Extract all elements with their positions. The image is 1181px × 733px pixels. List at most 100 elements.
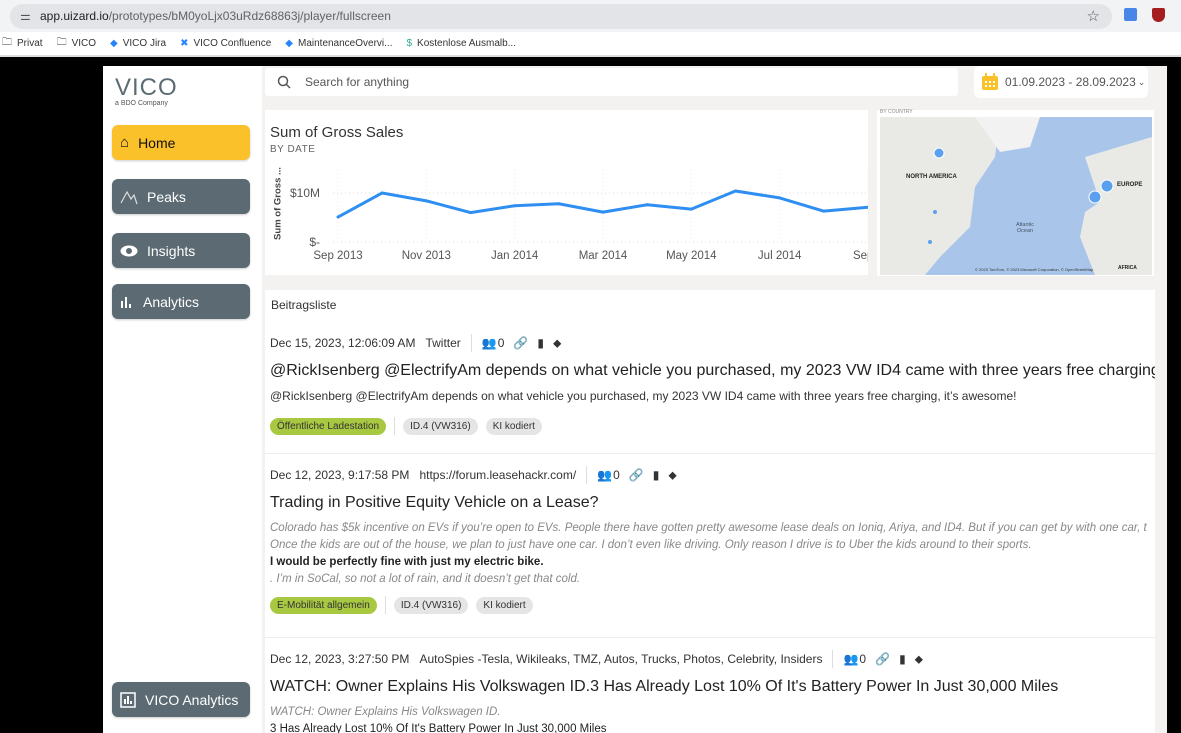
bookmark-label: VICO Jira — [122, 38, 167, 49]
sidebar-item-label: VICO Analytics — [145, 691, 239, 708]
chart-title: Sum of Gross Sales — [270, 124, 404, 141]
post-title[interactable]: @RickIsenberg @ElectrifyAm depends on wh… — [270, 362, 1155, 379]
topic-tag[interactable]: E-Mobilität allgemein — [270, 596, 377, 614]
x-tick-label: Jul 2014 — [758, 250, 802, 262]
bookmark-star-icon[interactable]: ☆ — [1086, 8, 1100, 25]
map-canvas[interactable]: NORTH AMERICA EUROPE Atlantic Ocean AFRI… — [880, 117, 1152, 275]
post-body-line: WATCH: Owner Explains His Volkswagen ID. — [270, 706, 501, 718]
tag-icon[interactable]: ⬥ — [914, 651, 924, 666]
map-land — [880, 117, 1152, 275]
data-point — [336, 215, 340, 219]
address-bar[interactable]: ⚌ app.uizard.io/prototypes/bM0yoLjx03uRd… — [10, 4, 1112, 29]
sidebar: VICO a BDO Company ⌂ Home Peaks Insights … — [103, 66, 262, 733]
post-body-line: I would be perfectly fine with just my e… — [270, 556, 544, 568]
users-icon: 👥 — [481, 336, 497, 350]
country-map: BY COUNTRY NORTH AMERICA EUROPE Atlantic… — [877, 109, 1154, 276]
sidebar-item-insights[interactable]: Insights — [112, 233, 250, 268]
sidebar-item-label: Peaks — [147, 188, 186, 205]
post-body: @RickIsenberg @ElectrifyAm depends on wh… — [270, 389, 1017, 403]
link-icon[interactable]: 🔗 — [628, 468, 644, 482]
data-point — [469, 211, 472, 215]
post-title[interactable]: Trading in Positive Equity Vehicle on a … — [270, 494, 599, 511]
post-title[interactable]: WATCH: Owner Explains His Volkswagen ID.… — [270, 678, 1059, 695]
map-title: BY COUNTRY — [880, 109, 913, 115]
bookmark-maintenance[interactable]: ◆ MaintenanceOvervi... — [285, 38, 392, 49]
post-date: Dec 15, 2023, 12:06:09 AM — [270, 336, 416, 350]
translate-extension-icon[interactable] — [1124, 8, 1137, 21]
calendar-icon — [982, 73, 998, 90]
list-item[interactable]: Dec 12, 2023, 3:27:50 PM AutoSpies -Tesla… — [270, 650, 1150, 733]
sidebar-item-peaks[interactable]: Peaks — [112, 179, 250, 214]
eye-icon — [120, 245, 138, 256]
url-host: app.uizard.io — [40, 9, 109, 23]
map-label: EUROPE — [1117, 182, 1143, 188]
label-tag[interactable]: ID.4 (VW316) — [403, 417, 478, 435]
post-date: Dec 12, 2023, 9:17:58 PM — [270, 468, 410, 482]
post-source: AutoSpies -Tesla, Wikileaks, TMZ, Autos,… — [419, 652, 823, 666]
post-body: WATCH: Owner Explains His Volkswagen ID.… — [270, 704, 1150, 733]
date-range-value: 01.09.2023 - 28.09.2023 — [1005, 75, 1136, 89]
map-label: Atlantic Ocean — [1015, 222, 1035, 234]
date-range-picker[interactable]: 01.09.2023 - 28.09.2023 ⌄ — [974, 66, 1148, 98]
topic-tag[interactable]: Öffentliche Ladestation — [270, 417, 387, 435]
post-date: Dec 12, 2023, 3:27:50 PM — [270, 652, 410, 666]
y-tick-label: $10M — [290, 186, 320, 200]
list-item[interactable]: Dec 12, 2023, 9:17:58 PM https://forum.le… — [270, 466, 1150, 614]
site-info-icon[interactable]: ⚌ — [20, 9, 31, 23]
book-icon[interactable]: ▮ — [537, 336, 544, 350]
chart-plot: $- $10M Sep 2013 Nov 2013 Jan 2014 Mar 2014 Ma… — [290, 170, 868, 262]
users-icon: 👥 — [597, 468, 613, 482]
sidebar-item-home[interactable]: ⌂ Home — [112, 125, 250, 160]
list-item[interactable]: Dec 15, 2023, 12:06:09 AM Twitter 👥 0 🔗 ▮ ⬥ @… — [270, 334, 1155, 435]
jira-icon: ◆ — [110, 38, 118, 49]
link-icon[interactable]: 🔗 — [875, 652, 891, 666]
bookmark-vico-jira[interactable]: ◆ VICO Jira — [110, 38, 166, 49]
book-icon[interactable]: ▮ — [652, 468, 660, 482]
shield-extension-icon[interactable] — [1152, 8, 1165, 22]
post-source[interactable]: https://forum.leasehackr.com/ — [419, 468, 577, 482]
gross-sales-chart: Sum of Gross Sales BY DATE Sum of Gross … — [265, 110, 868, 275]
logo: VICO a BDO Company — [115, 76, 178, 108]
data-point — [424, 199, 428, 203]
sidebar-item-label: Insights — [147, 242, 196, 259]
sidebar-item-analytics[interactable]: Analytics — [112, 284, 250, 319]
post-body-line: Once the kids are out of the house, we p… — [270, 539, 1032, 551]
post-list: Beitragsliste Dec 15, 2023, 12:06:09 AM T… — [265, 290, 1155, 733]
bookmark-vico-confluence[interactable]: ✖ VICO Confluence — [180, 38, 271, 49]
bar-chart-icon — [121, 296, 131, 308]
vico-analytics-button[interactable]: VICO Analytics — [112, 682, 250, 717]
chevron-down-icon: ⌄ — [1137, 76, 1146, 87]
users-icon: 👥 — [843, 652, 859, 666]
label-tag[interactable]: ID.4 (VW316) — [393, 596, 469, 614]
data-point — [822, 209, 826, 213]
search-placeholder: Search for anything — [305, 75, 410, 89]
x-tick-label: Sep 2013 — [313, 250, 362, 262]
bookmark-label: VICO — [71, 38, 97, 49]
page-edge — [1167, 58, 1181, 733]
y-tick-label: $- — [309, 235, 320, 249]
bookmark-vico[interactable]: 🗀 VICO — [57, 35, 96, 52]
x-tick-label: May 2014 — [666, 250, 717, 262]
post-body: Colorado has $5k incentive on EVs if you… — [270, 520, 1150, 588]
bookmark-ausmalbilder[interactable]: $ Kostenlose Ausmalb... — [406, 38, 516, 49]
tag-icon[interactable]: ⬥ — [668, 467, 677, 482]
label-tag[interactable]: KI kodiert — [485, 417, 542, 435]
map-label: AFRICA — [1118, 265, 1137, 271]
x-tick-label: Mar 2014 — [579, 250, 628, 262]
bookmark-label: Kostenlose Ausmalb... — [417, 38, 516, 49]
bookmarks-bar: 🗀 Privat 🗀 VICO ◆ VICO Jira ✖ VICO Confluenc… — [0, 32, 1181, 57]
tag-icon[interactable]: ⬥ — [552, 335, 562, 350]
bookmark-privat[interactable]: 🗀 Privat — [2, 35, 43, 52]
label-tag[interactable]: KI kodiert — [476, 596, 533, 614]
s-icon: $ — [406, 38, 413, 49]
folder-icon: 🗀 — [56, 37, 67, 48]
data-point — [645, 203, 649, 207]
browser-toolbar: ⚌ app.uizard.io/prototypes/bM0yoLjx03uRd… — [0, 0, 1181, 32]
post-count: 0 — [859, 652, 867, 666]
link-icon[interactable]: 🔗 — [513, 336, 529, 350]
url-path: /prototypes/bM0yoLjx03uRdz68863j/player/… — [108, 9, 391, 23]
data-point — [513, 204, 517, 208]
confluence-icon: ✖ — [180, 38, 189, 49]
search-input[interactable]: Search for anything — [265, 68, 958, 96]
book-icon[interactable]: ▮ — [899, 652, 906, 666]
